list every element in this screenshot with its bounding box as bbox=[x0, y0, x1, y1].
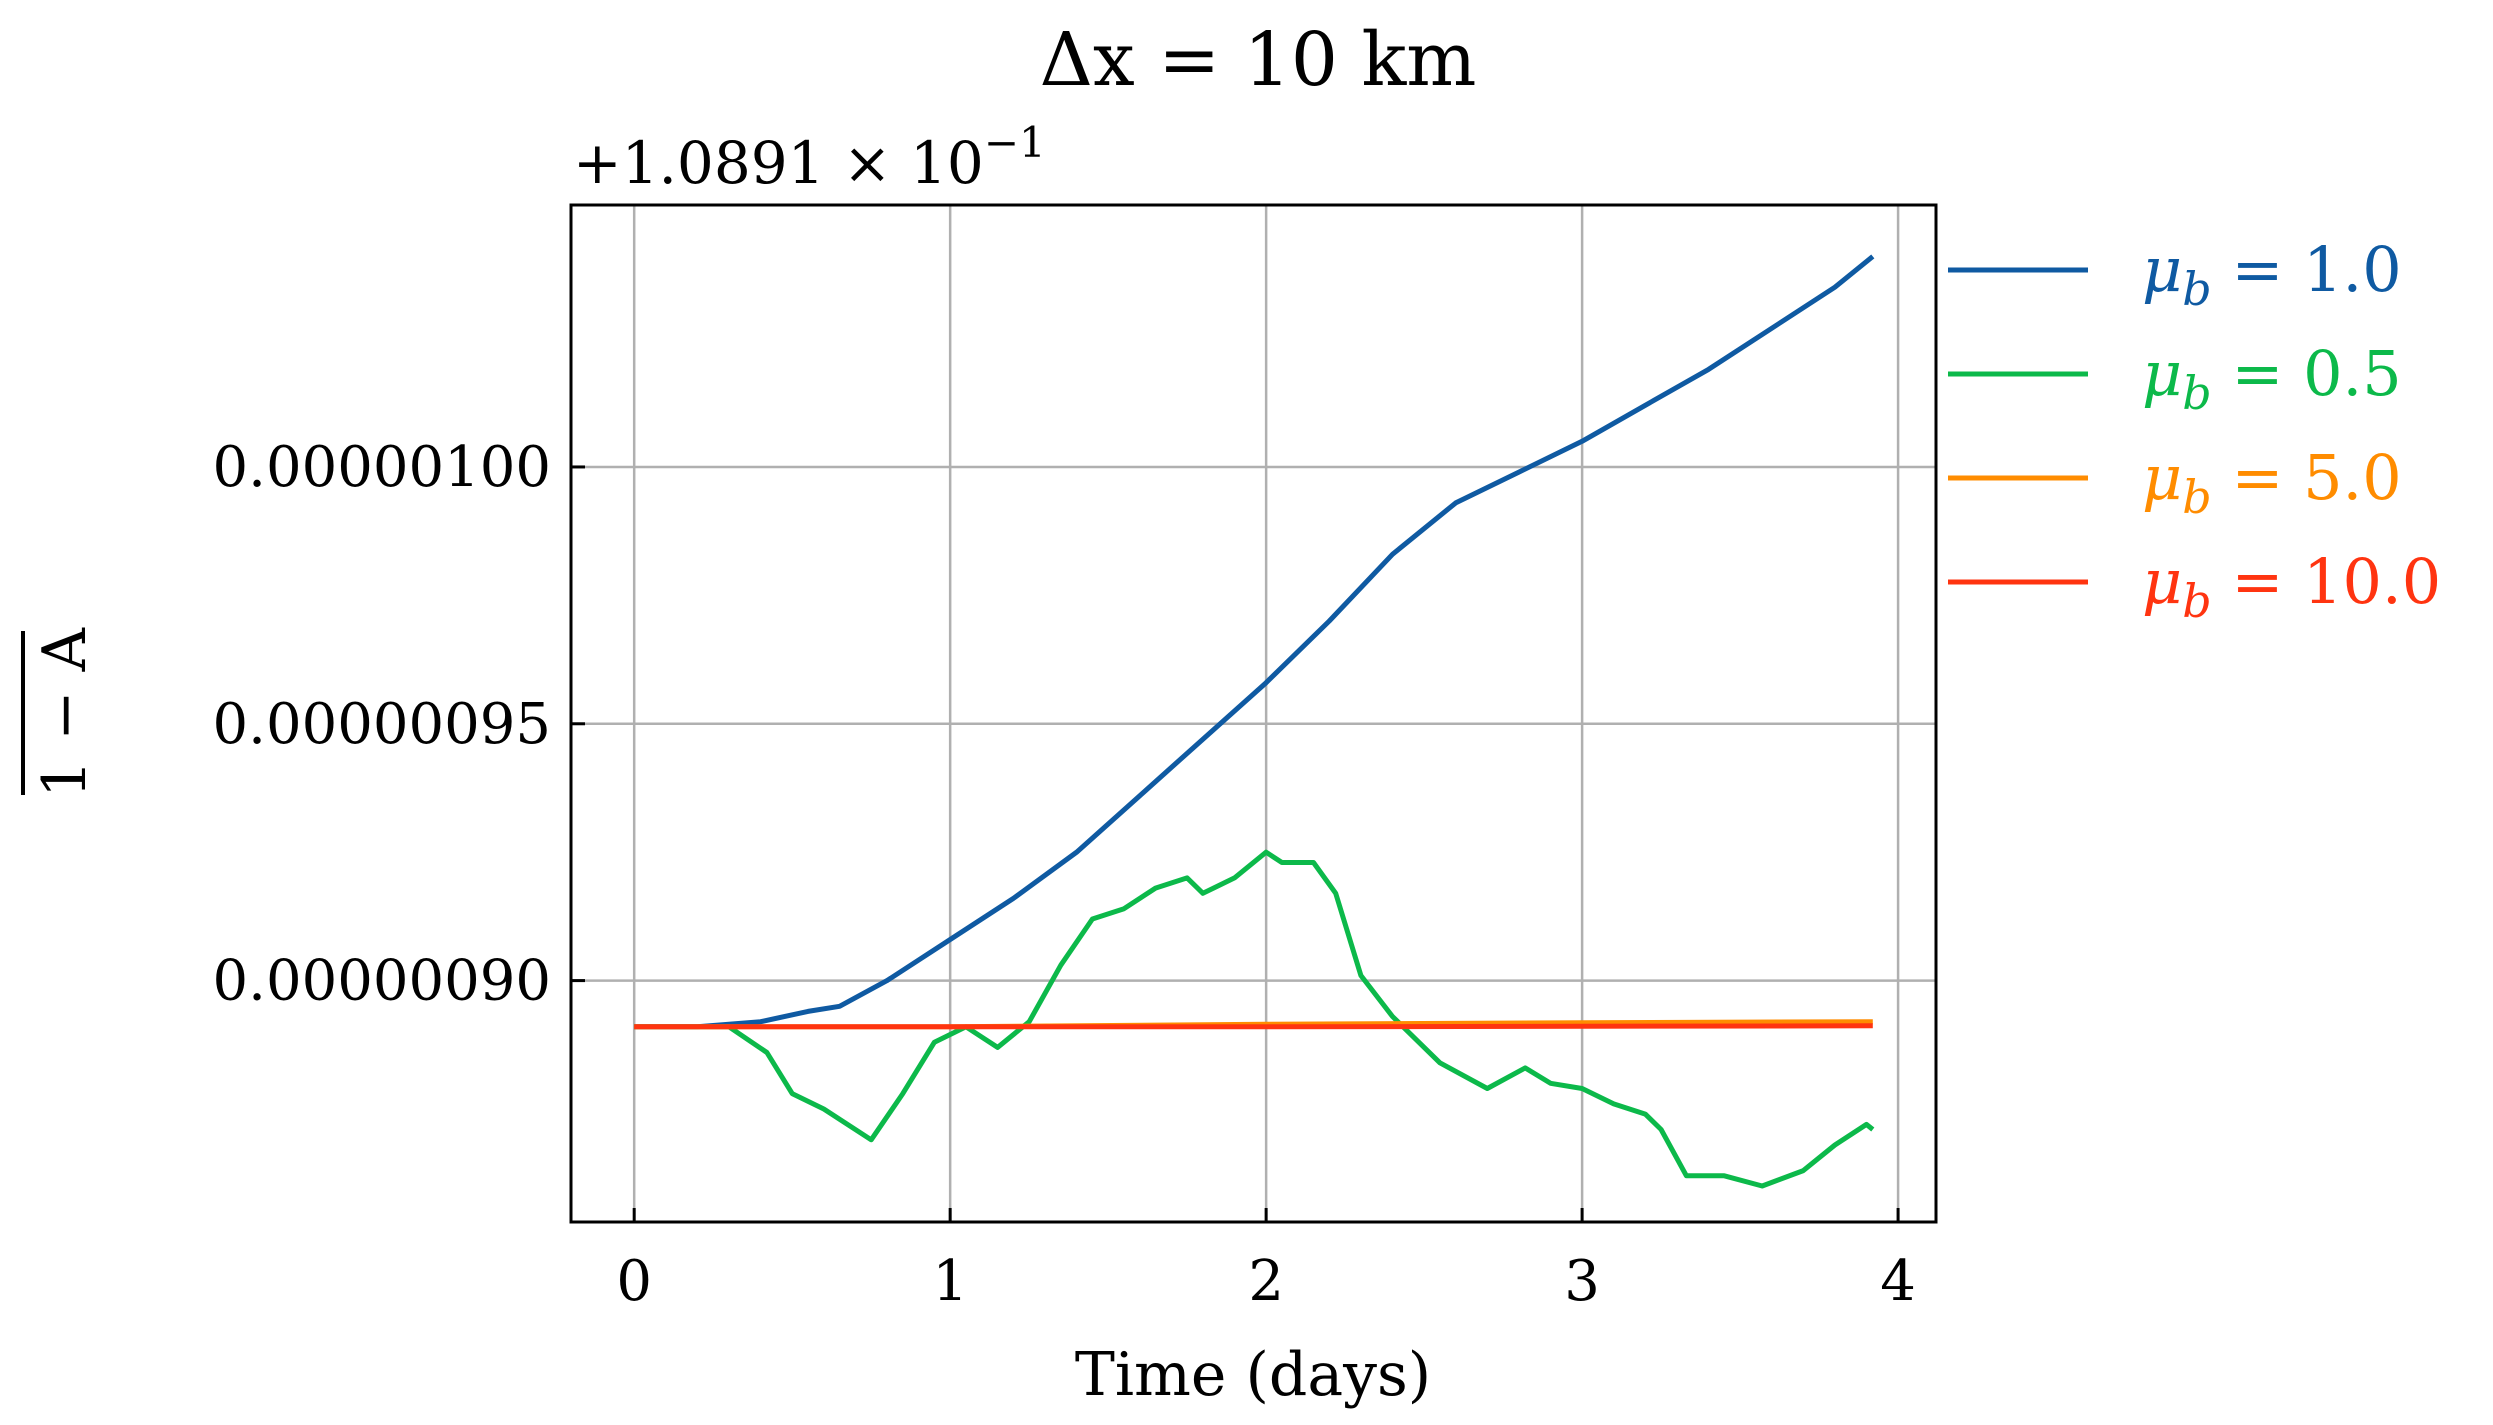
series-line bbox=[634, 849, 1875, 1189]
x-axis-label: Time (days) bbox=[1075, 1340, 1431, 1410]
offset-text-base: +1.0891 × 10 bbox=[573, 129, 984, 197]
y-tick-label: 0.00000090 bbox=[213, 949, 551, 1014]
grid bbox=[571, 205, 1936, 1222]
legend-label: μb = 5.0 bbox=[2142, 441, 2402, 524]
chart-title: Δx = 10 km bbox=[1040, 17, 1477, 103]
plot-area-frame bbox=[569, 203, 1938, 1224]
series-line bbox=[634, 254, 1875, 1030]
legend-label: μb = 1.0 bbox=[2142, 233, 2402, 316]
plot-lines bbox=[634, 254, 1875, 1189]
x-tick-label: 4 bbox=[1880, 1249, 1916, 1314]
offset-text-exponent: −1 bbox=[984, 118, 1046, 167]
x-tick-label: 0 bbox=[616, 1249, 652, 1314]
y-axis-label-text: 1 − A bbox=[30, 627, 100, 798]
offset-text: +1.0891 × 10−1 bbox=[573, 118, 1046, 197]
x-tick-label: 3 bbox=[1564, 1249, 1600, 1314]
x-tick-label: 1 bbox=[932, 1249, 968, 1314]
series-line bbox=[634, 1023, 1873, 1030]
y-axis-label: 1 − A bbox=[21, 627, 100, 798]
x-ticks: 0 1 2 3 4 bbox=[616, 1208, 1916, 1314]
legend: μb = 1.0 μb = 0.5 μb = 5.0 μb = 10.0 bbox=[1948, 233, 2441, 628]
x-tick-label: 2 bbox=[1248, 1249, 1284, 1314]
legend-label: μb = 0.5 bbox=[2142, 337, 2402, 420]
legend-label: μb = 10.0 bbox=[2142, 545, 2441, 628]
y-tick-label: 0.00000095 bbox=[213, 692, 551, 757]
y-ticks: 0.00000090 0.00000095 0.00000100 bbox=[213, 435, 585, 1014]
y-tick-label: 0.00000100 bbox=[213, 435, 551, 500]
